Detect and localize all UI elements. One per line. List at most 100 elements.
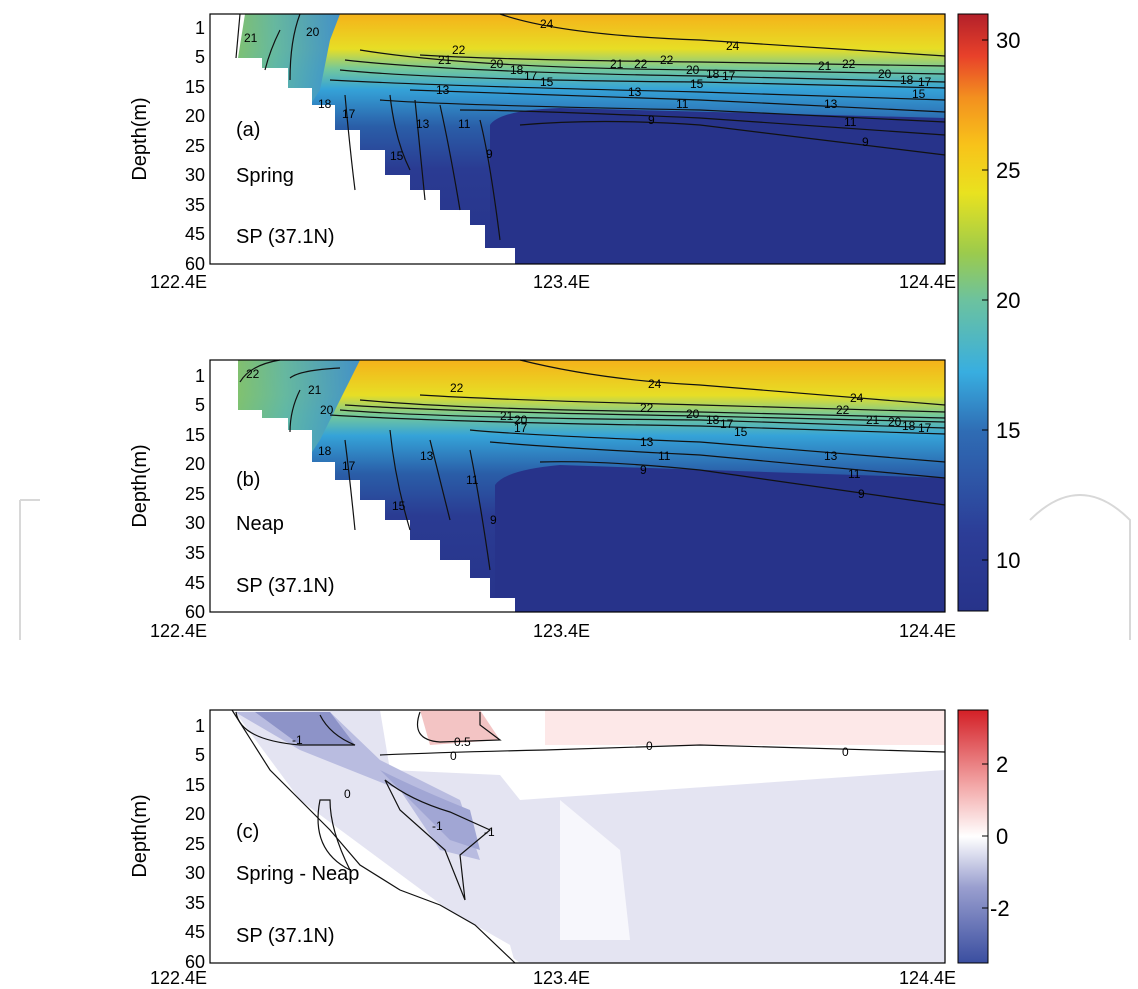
cb1-label-1: 25 [996, 158, 1020, 183]
panel-c-yticks: 1 5 15 20 25 30 35 45 60 [185, 716, 205, 972]
clab-a-20: 18 [900, 73, 914, 87]
clab-a-30: 18 [318, 97, 332, 111]
ytick-c-7: 45 [185, 922, 205, 942]
cb1-label-2: 20 [996, 288, 1020, 313]
clab-a-31: 17 [342, 107, 356, 121]
clab-a-12: 22 [660, 53, 674, 67]
clab-b-10: 17 [720, 417, 734, 431]
ytick-c-8: 60 [185, 952, 205, 972]
panel-a-letter: (a) [236, 119, 260, 141]
xtick-c-2: 124.4E [899, 968, 956, 988]
cb1-label-0: 30 [996, 28, 1020, 53]
clab-a-32: 15 [390, 149, 404, 163]
clab-b-32: 11 [466, 473, 479, 487]
xtick-a-1: 123.4E [533, 272, 590, 292]
clab-a-15: 17 [722, 69, 736, 83]
panel-c-contour-labels: -1 0.5 0 0 0 0 -1 -1 [292, 733, 849, 839]
clab-c-1: 0.5 [454, 735, 471, 749]
xtick-c-1: 123.4E [533, 968, 590, 988]
xtick-c-0: 122.4E [150, 968, 207, 988]
panel-c-land-mask [210, 710, 515, 963]
colorbar-difference-ticks [982, 763, 988, 909]
ytick-c-5: 30 [185, 863, 205, 883]
clab-c-4: 0 [842, 745, 849, 759]
clab-a-21: 17 [918, 75, 932, 89]
ytick-a-1: 5 [195, 47, 205, 67]
xtick-b-1: 123.4E [533, 621, 590, 641]
ytick-a-8: 60 [185, 254, 205, 274]
clab-b-25: 11 [848, 467, 861, 481]
ytick-b-6: 35 [185, 543, 205, 563]
clab-b-0: 22 [246, 367, 260, 381]
clab-b-30: 15 [392, 499, 406, 513]
clab-b-9: 18 [706, 413, 720, 427]
ytick-c-6: 35 [185, 893, 205, 913]
clab-a-26: 11 [676, 97, 689, 111]
clab-a-8: 24 [540, 17, 554, 31]
clab-b-19: 21 [500, 409, 514, 423]
panel-b-station: SP (37.1N) [236, 575, 335, 597]
clab-a-29: 9 [862, 135, 869, 149]
panel-c-xticks: 122.4E 123.4E 124.4E [150, 968, 956, 988]
xtick-b-0: 122.4E [150, 621, 207, 641]
panel-a-deep-zone [490, 108, 945, 264]
clab-b-22: 13 [640, 435, 654, 449]
panel-b-contours [239, 359, 946, 571]
panel-c-negative-core [255, 712, 355, 745]
clab-a-9: 24 [726, 39, 740, 53]
panel-b-xticks: 122.4E 123.4E 124.4E [150, 621, 956, 641]
panel-b-deep-zone [495, 465, 945, 612]
cb1-label-4: 10 [996, 548, 1020, 573]
colorbar-difference-labels: 2 0 -2 [990, 752, 1010, 921]
panel-a-xticks: 122.4E 123.4E 124.4E [150, 272, 956, 292]
cb2-label-2: -2 [990, 896, 1010, 921]
clab-b-5: 24 [850, 391, 864, 405]
panel-c-negative-mid [235, 712, 480, 860]
ytick-b-5: 30 [185, 513, 205, 533]
clab-b-15: 18 [902, 419, 916, 433]
panel-a-contour-labels: 21 20 22 21 20 18 17 15 24 24 22 21 22 2… [244, 17, 932, 163]
ytick-a-2: 15 [185, 77, 205, 97]
clab-a-6: 17 [524, 69, 538, 83]
clab-c-6: -1 [432, 819, 443, 833]
panel-c-frame [209, 709, 946, 964]
panel-c-station: SP (37.1N) [236, 925, 335, 947]
panel-a-label: Spring [236, 165, 294, 187]
ytick-a-6: 35 [185, 195, 205, 215]
clab-a-13: 20 [686, 63, 700, 77]
panel-a-ylabel: Depth(m) [129, 97, 151, 180]
panel-c-letter: (c) [236, 821, 259, 843]
panel-c: -1 0.5 0 0 0 0 -1 -1 (c) Spring - Neap S… [129, 709, 956, 988]
clab-c-2: 0 [450, 749, 457, 763]
clab-a-18: 22 [842, 57, 856, 71]
clab-a-28: 9 [648, 113, 655, 127]
ytick-b-4: 25 [185, 484, 205, 504]
clab-b-1: 21 [308, 383, 322, 397]
watermark [19, 494, 1131, 640]
panel-b-frame [209, 359, 946, 613]
ytick-a-4: 25 [185, 136, 205, 156]
clab-a-3: 21 [438, 53, 452, 67]
clab-c-3: 0 [646, 739, 653, 753]
clab-b-4: 24 [648, 377, 662, 391]
ytick-b-3: 20 [185, 454, 205, 474]
colorbar-temperature-bar [957, 13, 989, 612]
clab-a-25: 13 [824, 97, 838, 111]
panel-b-yticks: 1 5 15 20 25 30 35 45 60 [185, 366, 205, 622]
panel-a: 21 20 22 21 20 18 17 15 24 24 22 21 22 2… [129, 13, 956, 292]
panel-c-label: Spring - Neap [236, 863, 359, 885]
clab-b-8: 20 [686, 407, 700, 421]
cb2-label-1: 0 [996, 824, 1008, 849]
clab-a-10: 22 [634, 57, 648, 71]
clab-b-11: 15 [734, 425, 748, 439]
clab-b-16: 17 [918, 421, 932, 435]
panel-b-contour-labels: 22 21 20 22 24 24 22 21 20 18 17 15 22 2… [246, 367, 932, 527]
clab-a-1: 20 [306, 25, 320, 39]
clab-c-0: -1 [292, 733, 303, 747]
clab-b-24: 11 [658, 449, 671, 463]
ytick-c-2: 15 [185, 775, 205, 795]
clab-a-14: 18 [706, 67, 720, 81]
clab-a-24: 13 [628, 85, 642, 99]
clab-b-21: 17 [514, 421, 528, 435]
clab-b-26: 9 [640, 463, 647, 477]
